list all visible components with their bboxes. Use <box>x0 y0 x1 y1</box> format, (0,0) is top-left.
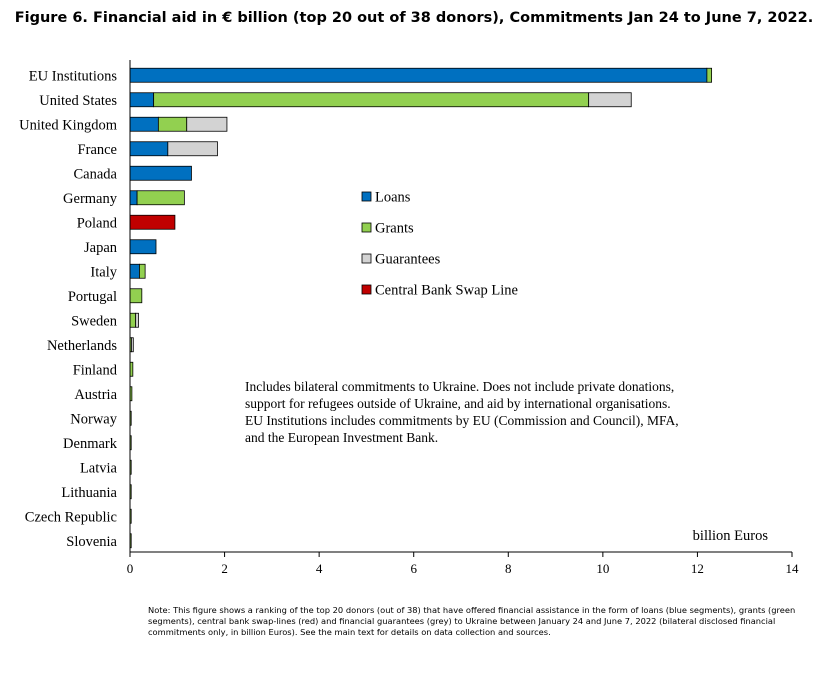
bar-segment-loans <box>129 190 138 206</box>
category-label: Finland <box>73 362 118 378</box>
annotation-line: Includes bilateral commitments to Ukrain… <box>245 379 675 394</box>
note-line: segments), central bank swap-lines (red)… <box>148 616 776 626</box>
bar-segment-loans <box>129 67 708 83</box>
legend-label: Central Bank Swap Line <box>375 283 518 299</box>
annotation-line: support for refugees outside of Ukraine,… <box>245 396 671 411</box>
category-label: Latvia <box>80 460 118 476</box>
x-tick-label: 6 <box>410 561 417 576</box>
bar-segment-guarantees <box>135 312 139 328</box>
bar-segment-guarantees <box>588 92 632 108</box>
bar-segment-grants <box>139 263 146 279</box>
category-label: Czech Republic <box>25 509 117 525</box>
note-line: Note: This figure shows a ranking of the… <box>148 605 796 615</box>
bar-segment-loans <box>129 263 140 279</box>
x-axis: 0 2 4 6 8 10 12 14 <box>127 60 799 576</box>
bar-segment-grants <box>136 190 185 206</box>
bar-segment-loans <box>129 92 155 108</box>
category-label: Canada <box>74 166 118 182</box>
x-tick-label: 8 <box>505 561 512 576</box>
note-line: commitments only, in billion Euros). See… <box>148 627 551 637</box>
legend-label: Guarantees <box>375 252 441 268</box>
category-label: Denmark <box>63 436 118 452</box>
x-tick-label: 14 <box>786 561 800 576</box>
x-tick-label: 12 <box>691 561 704 576</box>
bar-segment-grants <box>706 67 713 83</box>
legend-swatch <box>361 284 372 295</box>
bar-segment-grants <box>153 92 590 108</box>
category-label: EU Institutions <box>29 68 118 84</box>
bar-segment-loans <box>129 165 192 181</box>
category-label: Lithuania <box>61 485 117 501</box>
bar-segment-loans <box>129 239 157 255</box>
bar-segment-guarantees <box>131 337 134 353</box>
legend-label: Grants <box>375 221 414 237</box>
category-label: Germany <box>63 191 118 207</box>
bar-segment-grants <box>157 116 188 132</box>
bar-segment-loans <box>129 141 169 157</box>
category-label: Slovenia <box>66 534 117 550</box>
category-labels: EU Institutions United States United Kingd… <box>19 68 118 550</box>
category-label: Austria <box>74 387 117 403</box>
x-axis-label: billion Euros <box>693 528 769 544</box>
category-label: United States <box>39 93 117 109</box>
legend-swatch <box>361 191 372 202</box>
category-label: United Kingdom <box>19 117 118 133</box>
chart-title: Figure 6. Financial aid in € billion (to… <box>14 10 814 26</box>
annotation-line: EU Institutions includes commitments by … <box>245 413 679 428</box>
x-tick-label: 0 <box>127 561 134 576</box>
category-label: France <box>78 142 117 158</box>
legend-label: Loans <box>375 190 411 206</box>
annotation-line: and the European Investment Bank. <box>245 430 439 445</box>
bar-segment-guarantees <box>167 141 218 157</box>
legend-swatch <box>361 253 372 264</box>
legend-swatch <box>361 222 372 233</box>
bars-group <box>129 67 713 549</box>
x-tick-label: 2 <box>221 561 228 576</box>
category-label: Netherlands <box>47 338 117 354</box>
category-label: Sweden <box>71 313 118 329</box>
category-label: Norway <box>70 411 117 427</box>
bar-segment-grants <box>129 312 137 328</box>
category-label: Italy <box>90 264 117 280</box>
category-label: Poland <box>77 215 118 231</box>
category-label: Portugal <box>68 289 117 305</box>
bar-segment-loans <box>129 116 159 132</box>
bar-segment-guarantees <box>186 116 228 132</box>
category-label: Japan <box>84 240 118 256</box>
legend: Loans Grants Guarantees Central Bank Swap L… <box>361 190 518 299</box>
figure-note: Note: This figure shows a ranking of the… <box>148 605 796 638</box>
x-tick-label: 4 <box>316 561 323 576</box>
x-tick-label: 10 <box>596 561 609 576</box>
bar-segment-grants <box>129 288 143 304</box>
bar-segment-central-bank-swap-line <box>129 214 176 230</box>
chart-annotation: Includes bilateral commitments to Ukrain… <box>245 378 745 446</box>
